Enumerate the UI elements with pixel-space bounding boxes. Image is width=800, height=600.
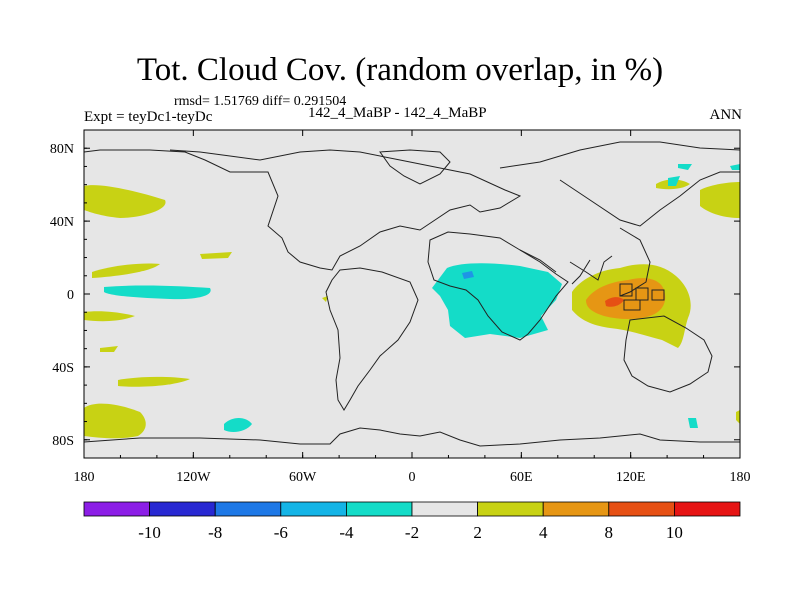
colorbar-label: -10 [138,523,161,542]
anomaly-arctic-yellow [700,182,740,218]
anomaly-tropical-pacific-2 [200,252,232,259]
anomaly-pacific-red [605,297,624,307]
anomaly-arctic-blue-3 [730,164,740,170]
anomaly-south-pacific-yellow [736,410,740,424]
x-tick-label: 120E [616,470,646,485]
chart-title: Tot. Cloud Cov. (random overlap, in %) [136,52,664,88]
anomaly-africa-core [462,271,474,279]
colorbar-label: -2 [405,523,419,542]
colorbar-swatch [674,501,741,517]
coastlines [84,141,740,447]
y-tick-label: 80N [50,142,74,157]
anomaly-tropical-pacific-blue [104,285,211,300]
colorbar-label: 10 [666,523,683,542]
colorbar-swatch [345,501,413,517]
coastline-greenland [379,149,451,185]
y-tick-label: 80S [52,434,74,449]
axes: 180 120W 60W 0 60E 120E 180 80N 40N 0 40S 80S [50,129,751,485]
anomaly-north-pacific [84,185,166,218]
x-tick-label: 180 [730,470,751,485]
coastline-maritime-islands [619,283,665,311]
colorbar-label: 8 [605,523,614,542]
anomaly-layer [84,164,740,439]
colorbar-swatch [608,501,675,517]
coastline-australia [623,315,713,393]
x-tick-label: 60E [510,470,533,485]
colorbar-label: -4 [339,523,354,542]
y-tick-label: 40S [52,361,74,376]
anomaly-south-indian-blue [688,418,698,428]
y-tick-label: 40N [50,215,74,230]
colorbar-swatch [411,501,478,517]
anomaly-south-pacific-strip [84,311,135,322]
colorbar-swatch [542,501,610,517]
coastline-africa [427,231,569,341]
anomaly-southern-ocean-1 [118,376,190,387]
colorbar-label: 2 [473,523,482,542]
x-tick-label: 180 [74,470,95,485]
colorbar-label: -8 [208,523,222,542]
anomaly-southern-ocean-2 [84,403,146,439]
colorbar-swatch [280,501,347,517]
x-tick-label: 60W [289,470,317,485]
anomaly-antarctic-blue [224,418,252,432]
coastline-arabia-india [519,249,613,281]
x-tick-label: 0 [409,470,416,485]
case-label: 142_4_MaBP - 142_4_MaBP [308,105,487,121]
experiment-label: Expt = teyDc1-teyDc [84,109,213,125]
y-tick-label: 0 [67,288,74,303]
colorbar-swatch [477,501,544,517]
anomaly-tropical-pacific-1 [92,263,160,278]
anomaly-africa [432,263,562,338]
coastline-south-america [325,267,419,411]
colorbar-swatch [149,501,216,517]
anomaly-arctic-blue-1 [668,176,680,186]
season-label: ANN [709,107,743,123]
coastline-eurasia [499,141,740,297]
anomaly-south-pacific-dot [100,346,118,352]
colorbar-label: 4 [539,523,548,542]
coastline-north-america [84,149,522,271]
colorbar-swatch [83,501,150,517]
colorbar: -10 -8 -6 -4 -2 2 4 8 10 [83,501,741,542]
x-tick-label: 120W [176,470,211,485]
coastline-antarctica [84,427,740,447]
colorbar-swatch [214,501,282,517]
stats-readout: rmsd= 1.51769 diff= 0.291504 [174,94,347,109]
colorbar-label: -6 [274,523,288,542]
anomaly-west-atlantic [322,296,328,302]
anomaly-arctic-blue-2 [678,164,692,170]
